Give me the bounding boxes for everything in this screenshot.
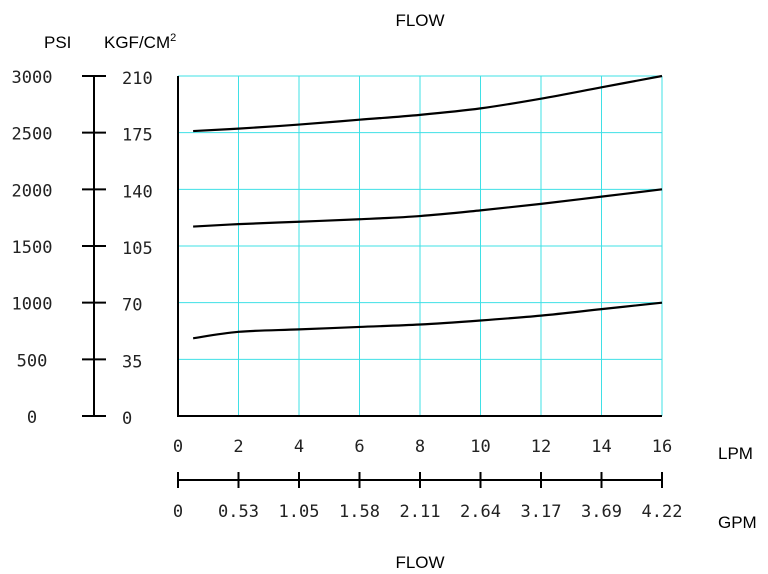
gpm-unit-label: GPM <box>718 513 757 532</box>
lpm-tick-label: 8 <box>415 437 425 457</box>
gpm-tick-label: 3.17 <box>521 502 562 522</box>
lpm-tick-label: 6 <box>354 437 364 457</box>
kgf-tick-label: 105 <box>122 239 153 259</box>
lpm-unit-label: LPM <box>718 444 753 463</box>
chart-title: FLOW <box>395 11 444 30</box>
gpm-tick-label: 1.58 <box>339 502 380 522</box>
series-line-3 <box>192 301 663 340</box>
lpm-tick-label: 2 <box>233 437 243 457</box>
lpm-tick-label: 0 <box>173 437 183 457</box>
psi-tick-label: 3000 <box>12 68 53 88</box>
gpm-tick-label: 0 <box>173 502 183 522</box>
kgf-tick-label: 210 <box>122 69 153 89</box>
psi-tick-label: 500 <box>17 351 48 371</box>
series-curves <box>192 74 663 340</box>
series-line-2 <box>193 188 663 228</box>
tick-labels: 3000250020001500100050002101751401057035… <box>12 68 683 522</box>
lpm-tick-label: 12 <box>531 437 551 457</box>
lpm-tick-label: 4 <box>294 437 304 457</box>
gpm-tick-label: 2.64 <box>460 502 501 522</box>
gpm-tick-label: 1.05 <box>279 502 320 522</box>
tick-marks <box>82 75 663 488</box>
lpm-tick-label: 16 <box>652 437 672 457</box>
kgf-tick-label: 70 <box>122 296 142 316</box>
plot-axes <box>177 76 662 417</box>
kgf-unit-label: KGF/CM2 <box>104 32 176 52</box>
gpm-tick-label: 3.69 <box>581 502 622 522</box>
series-line-1 <box>193 74 663 133</box>
kgf-tick-label: 0 <box>122 409 132 429</box>
gpm-tick-label: 2.11 <box>400 502 441 522</box>
psi-tick-label: 1500 <box>12 238 53 258</box>
grid <box>178 75 663 416</box>
gpm-tick-label: 4.22 <box>642 502 683 522</box>
lpm-tick-label: 10 <box>470 437 490 457</box>
kgf-tick-label: 140 <box>122 182 153 202</box>
axes <box>93 76 662 481</box>
psi-tick-label: 2500 <box>12 125 53 145</box>
psi-tick-label: 2000 <box>12 181 53 201</box>
kgf-unit-superscript: 2 <box>170 32 176 44</box>
gpm-tick-label: 0.53 <box>218 502 259 522</box>
psi-tick-label: 1000 <box>12 295 53 315</box>
kgf-tick-label: 35 <box>122 352 142 372</box>
lpm-tick-label: 14 <box>591 437 611 457</box>
kgf-unit-base: KGF/CM <box>104 33 170 52</box>
psi-tick-label: 0 <box>27 408 37 428</box>
psi-unit-label: PSI <box>44 33 71 52</box>
kgf-tick-label: 175 <box>122 126 153 146</box>
x-axis-title: FLOW <box>395 553 444 572</box>
